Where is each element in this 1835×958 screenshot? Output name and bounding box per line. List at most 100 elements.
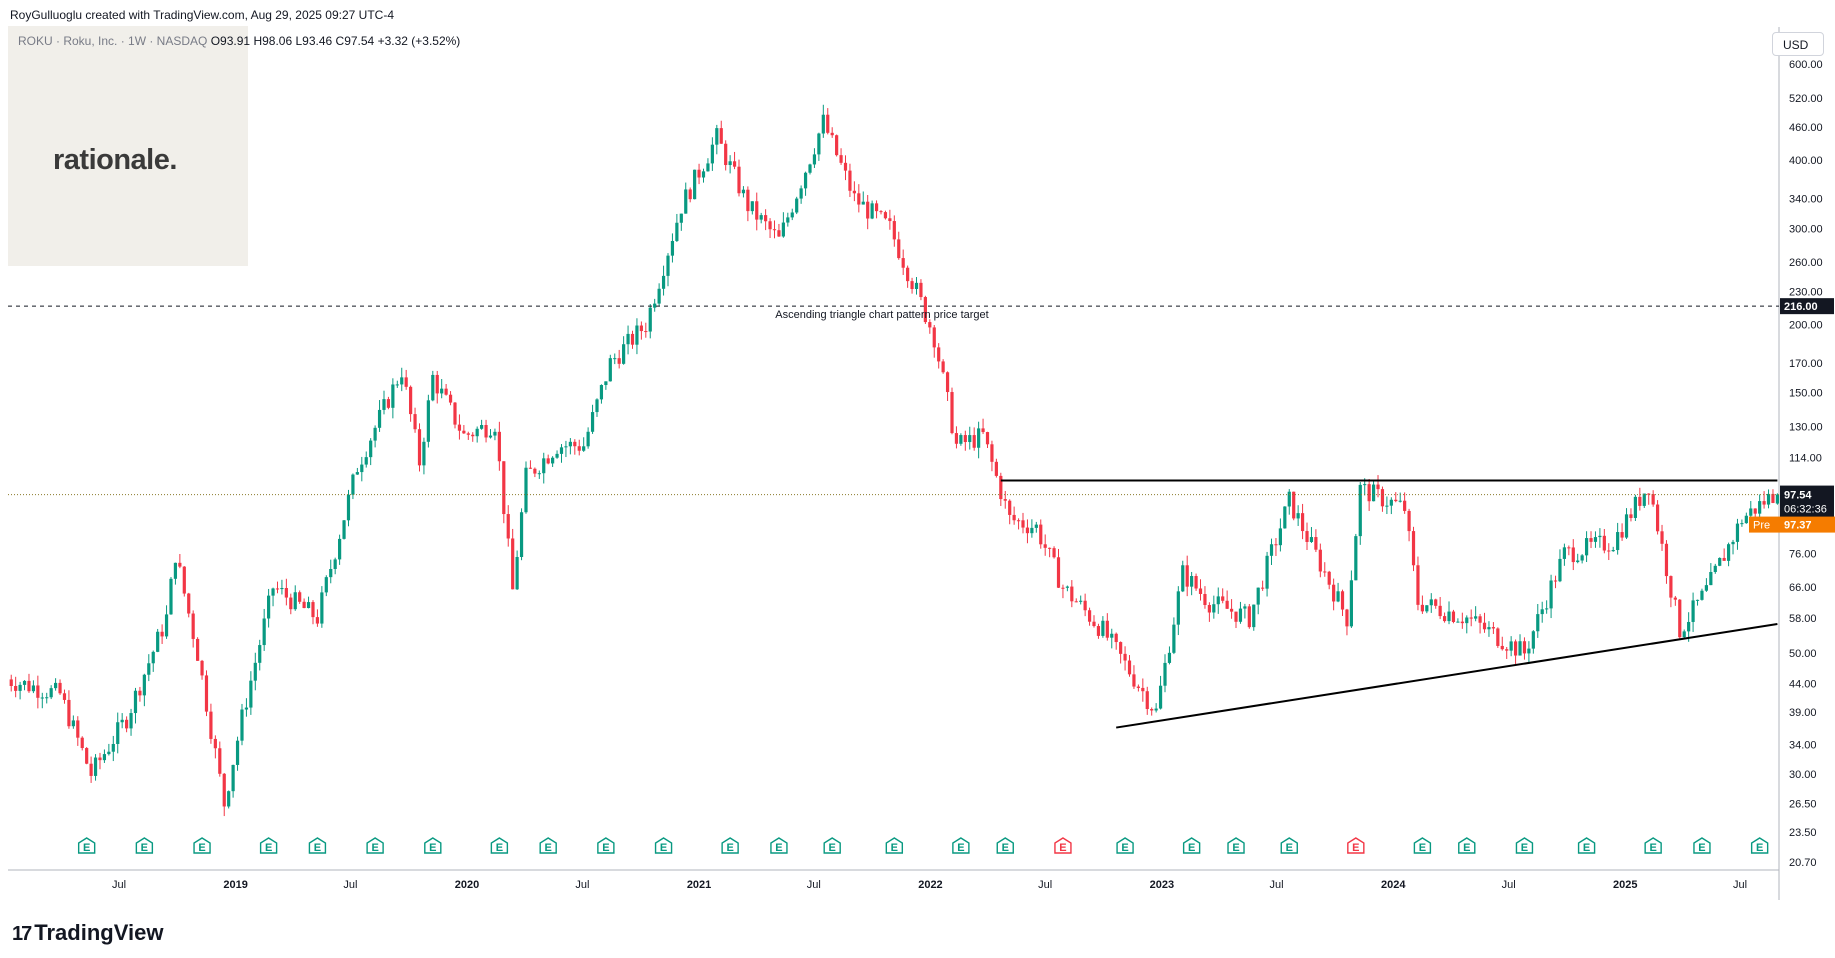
earnings-icon[interactable]: E [1182, 837, 1201, 854]
candle-body [493, 431, 497, 436]
candle-body [648, 307, 652, 332]
earnings-icon[interactable]: E [193, 837, 211, 854]
candle-down [98, 752, 102, 770]
earnings-icon[interactable]: E [1116, 837, 1134, 854]
candle-up [741, 186, 746, 198]
candle-up [133, 687, 138, 724]
earnings-icon[interactable]: E [770, 837, 788, 854]
earnings-icon[interactable]: E [952, 837, 970, 854]
candle-down [1460, 612, 1464, 629]
earnings-icon-shape [1054, 837, 1072, 854]
earnings-icon[interactable]: E [721, 837, 739, 854]
earnings-icon[interactable]: E [1577, 837, 1596, 854]
earnings-icon[interactable]: E [1280, 837, 1298, 854]
candle-up [812, 148, 817, 168]
candle-body [968, 435, 972, 443]
candle-down [1114, 632, 1118, 650]
earnings-icon-shape [1577, 837, 1596, 854]
candle-down [1505, 647, 1509, 659]
target-price-value: 216.00 [1784, 301, 1818, 313]
candle-body [1283, 506, 1287, 529]
candle-body [577, 446, 581, 451]
candle-up [493, 428, 497, 441]
earnings-icon[interactable]: E [1458, 837, 1476, 854]
candle-body [768, 221, 772, 230]
candle-down [1500, 636, 1504, 651]
earnings-icon[interactable]: E [823, 837, 841, 854]
earnings-icon[interactable]: E [996, 837, 1014, 854]
candle-body [151, 651, 155, 664]
candle-body [1296, 513, 1300, 519]
earnings-icon[interactable]: E [424, 837, 442, 854]
candle-down [972, 427, 976, 451]
earnings-icon[interactable]: E [654, 837, 673, 854]
candle-down [937, 343, 941, 369]
earnings-icon[interactable]: E [539, 837, 557, 854]
earnings-icon-shape [721, 837, 739, 854]
candle-body [1154, 708, 1158, 711]
candle-body [1030, 527, 1034, 534]
candle-body [1132, 674, 1136, 687]
candle-body [1336, 591, 1340, 602]
candle-body [1611, 550, 1615, 552]
candle-up [1687, 612, 1691, 642]
earnings-icon[interactable]: E [77, 837, 96, 854]
earnings-icon[interactable]: E [1515, 837, 1534, 854]
brand-logo: rationale. [8, 26, 248, 266]
candle-down [506, 505, 510, 547]
price-tick-label: 50.00 [1789, 648, 1817, 660]
earnings-icon[interactable]: E [597, 837, 615, 854]
candle-down [1394, 492, 1398, 503]
candle-up [306, 596, 311, 609]
candle-up [1385, 496, 1389, 515]
candle-body [67, 699, 71, 727]
candle-body [848, 170, 852, 191]
candle-down [125, 716, 129, 733]
earnings-icon[interactable]: E [1644, 837, 1662, 854]
candle-body [1509, 641, 1513, 651]
symbol-legend[interactable]: ROKU · Roku, Inc. · 1W · NASDAQ O93.91 H… [18, 34, 460, 48]
tradingview-logo[interactable]: 17 TradingView [12, 920, 163, 946]
earnings-icon[interactable]: E [885, 837, 904, 854]
candle-body [1482, 622, 1487, 630]
candle-up [1740, 519, 1744, 527]
candle-down [1203, 586, 1207, 609]
candle-up [1176, 586, 1180, 636]
earnings-icon-shape [770, 837, 788, 854]
earnings-icon[interactable]: E [490, 837, 509, 854]
earnings-icon[interactable]: E [1227, 837, 1245, 854]
candle-down [1039, 519, 1043, 549]
currency-button[interactable]: USD [1772, 32, 1824, 56]
candle-body [1194, 576, 1198, 589]
candle-body [1145, 691, 1149, 710]
earnings-icon[interactable]: E [135, 837, 154, 854]
earnings-icon[interactable]: E [1413, 837, 1432, 854]
earnings-icon[interactable]: E [1347, 837, 1365, 854]
earnings-icon[interactable]: E [1693, 837, 1711, 854]
earnings-icon[interactable]: E [1750, 837, 1769, 854]
candle-down [187, 592, 191, 618]
candle-up [817, 132, 821, 161]
candle-up [1110, 628, 1114, 649]
candle-down [546, 454, 550, 465]
candle-up [480, 419, 484, 430]
candle-up [1269, 538, 1274, 565]
candle-down [1061, 584, 1065, 599]
candle-down [1318, 543, 1322, 578]
earnings-icon[interactable]: E [308, 837, 327, 854]
candle-up [431, 370, 435, 402]
candle-up [670, 233, 675, 263]
candle-up [675, 213, 679, 242]
candle-body [1261, 587, 1265, 589]
earnings-icon[interactable]: E [259, 837, 278, 854]
candle-up [227, 790, 231, 809]
candle-down [80, 736, 84, 751]
earnings-icon[interactable]: E [366, 837, 384, 854]
candle-down [1638, 487, 1642, 511]
candle-up [568, 438, 572, 455]
candle-body [1496, 628, 1500, 646]
candle-body [1536, 614, 1540, 632]
earnings-icon[interactable]: E [1054, 837, 1072, 854]
earnings-icon-shape [308, 837, 327, 854]
